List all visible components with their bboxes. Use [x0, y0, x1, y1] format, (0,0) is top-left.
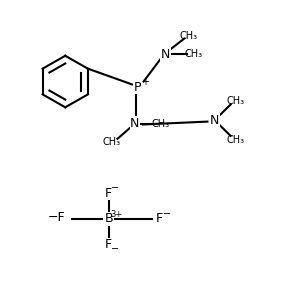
Text: N: N — [161, 48, 170, 61]
Text: CH₃: CH₃ — [185, 49, 203, 59]
Text: F: F — [105, 238, 112, 251]
Text: −: − — [163, 209, 171, 219]
Text: −: − — [111, 244, 119, 254]
Text: CH₃: CH₃ — [103, 138, 121, 147]
Text: P: P — [134, 81, 142, 94]
Text: 3+: 3+ — [111, 210, 123, 219]
Text: CH₃: CH₃ — [180, 31, 198, 41]
Text: N: N — [210, 114, 219, 127]
Text: +: + — [141, 77, 149, 87]
Text: F: F — [105, 187, 112, 200]
Text: CH₃: CH₃ — [227, 135, 245, 144]
Text: F: F — [156, 212, 163, 225]
Text: CH₃: CH₃ — [151, 119, 169, 129]
Text: CH₃: CH₃ — [227, 96, 245, 106]
Text: −F: −F — [48, 211, 65, 224]
Text: −: − — [111, 183, 119, 193]
Text: N: N — [130, 116, 139, 129]
Text: B: B — [105, 212, 113, 225]
